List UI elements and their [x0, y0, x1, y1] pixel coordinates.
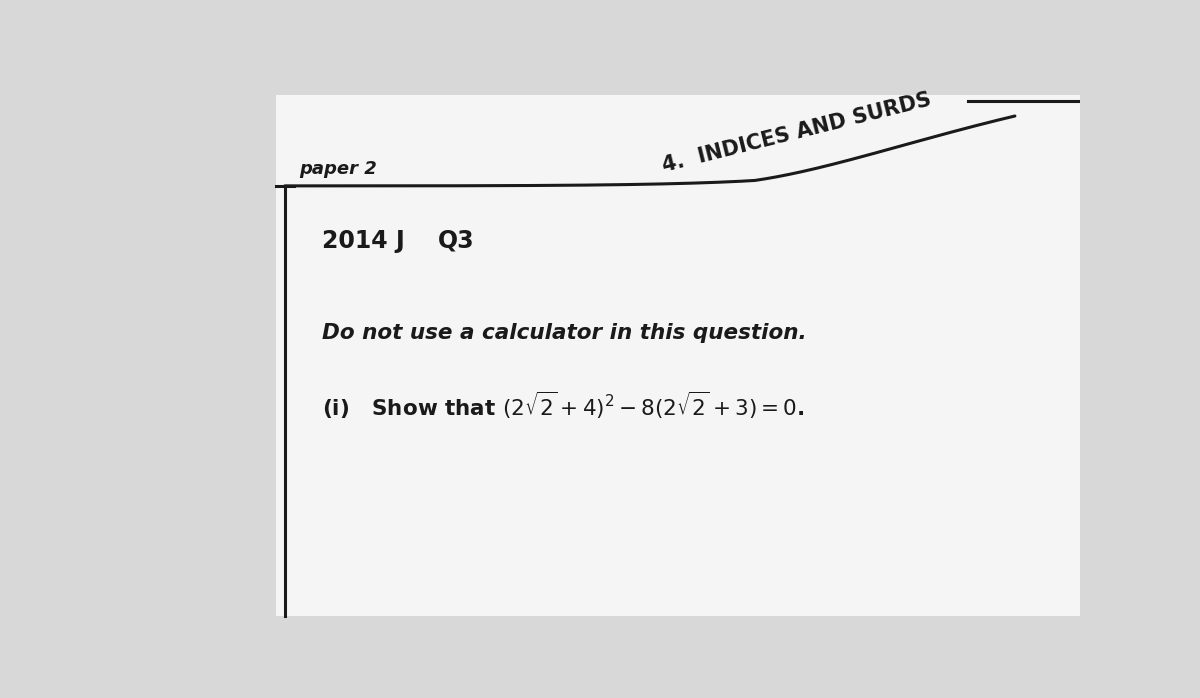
Text: (i)   Show that $(2\sqrt{2}+4)^2 - 8(2\sqrt{2}+3) = 0$.: (i) Show that $(2\sqrt{2}+4)^2 - 8(2\sqr…	[322, 390, 804, 422]
Text: Do not use a calculator in this question.: Do not use a calculator in this question…	[322, 323, 806, 343]
Text: Q3: Q3	[438, 229, 475, 253]
FancyBboxPatch shape	[276, 94, 1090, 616]
Text: paper 2: paper 2	[299, 161, 377, 179]
Text: 4.  INDICES AND SURDS: 4. INDICES AND SURDS	[660, 90, 932, 177]
Text: 2014 J: 2014 J	[322, 229, 404, 253]
